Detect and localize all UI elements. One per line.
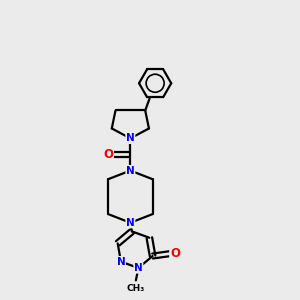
Text: N: N xyxy=(116,256,125,267)
Text: O: O xyxy=(170,247,180,260)
Text: O: O xyxy=(103,148,113,161)
Text: N: N xyxy=(126,218,135,228)
Text: CH₃: CH₃ xyxy=(127,284,145,293)
Text: N: N xyxy=(126,134,135,143)
Text: N: N xyxy=(134,263,143,273)
Text: N: N xyxy=(126,166,135,176)
